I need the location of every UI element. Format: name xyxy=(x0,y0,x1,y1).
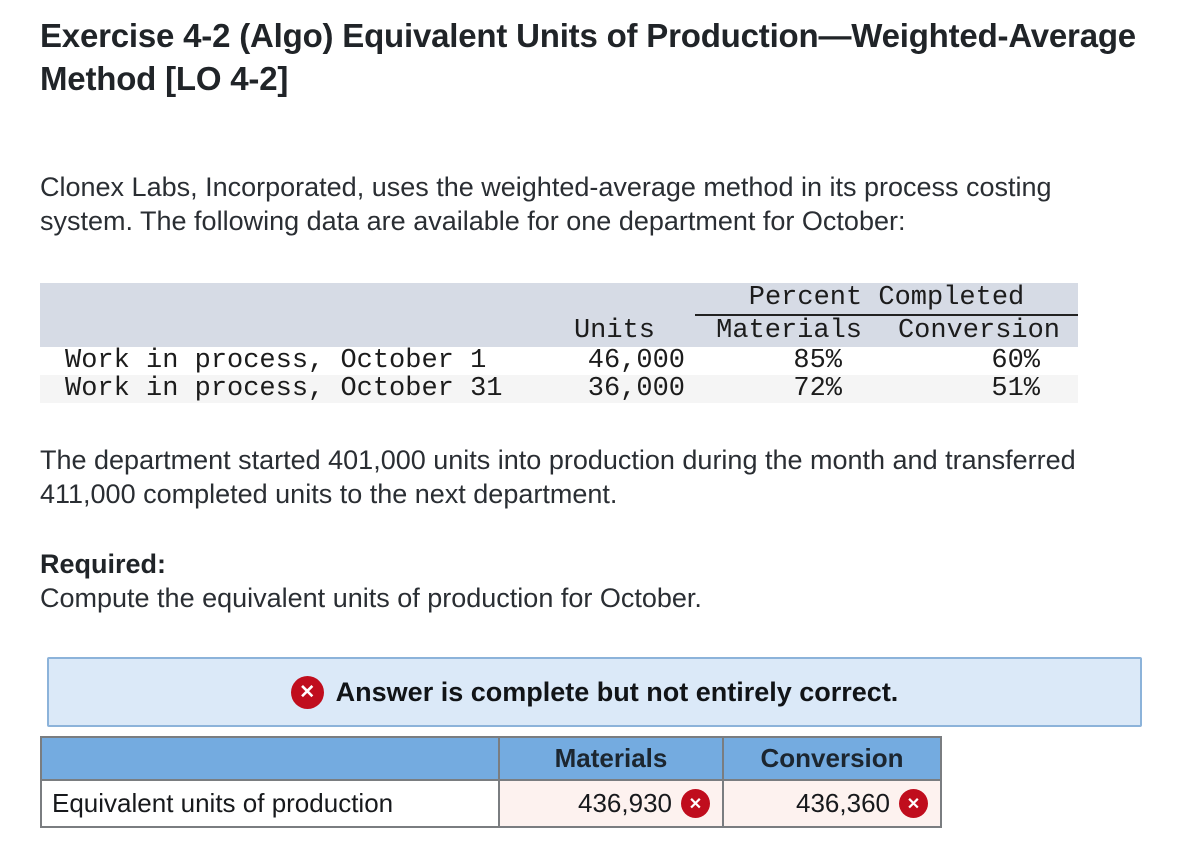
page-title: Exercise 4-2 (Algo) Equivalent Units of … xyxy=(40,17,1136,97)
answer-table: Materials Conversion Equivalent units of… xyxy=(40,736,942,828)
feedback-banner-text: Answer is complete but not entirely corr… xyxy=(335,676,899,707)
spacer-cell xyxy=(510,283,695,315)
group-header-row: Percent Completed xyxy=(40,283,1079,316)
exercise-page: Exercise 4-2 (Algo) Equivalent Units of … xyxy=(40,17,1142,828)
answer-header-materials: Materials xyxy=(498,736,724,781)
conversion-answer-cell[interactable]: 436,360 ✕ xyxy=(722,779,942,828)
required-label: Required: xyxy=(40,549,167,579)
units-value: 36,000 xyxy=(510,375,695,403)
conversion-percent: 60% xyxy=(866,347,1079,375)
spacer-cell xyxy=(40,283,510,315)
intro-paragraph: Clonex Labs, Incorporated, uses the weig… xyxy=(40,172,1052,236)
table-row-wip-october-31: Work in process, October 31 36,000 72% 5… xyxy=(40,375,1079,403)
spacer-cell xyxy=(40,315,510,347)
narrative-paragraph: The department started 401,000 units int… xyxy=(40,445,1076,509)
table-row-wip-october-1: Work in process, October 1 46,000 85% 60… xyxy=(40,347,1079,375)
x-circle-icon: ✕ xyxy=(290,675,324,709)
column-header-row: Units Materials Conversion xyxy=(40,315,1079,347)
materials-percent: 85% xyxy=(695,347,866,375)
answer-row-equivalent-units: Equivalent units of production 436,930 ✕… xyxy=(40,779,942,828)
x-circle-icon: ✕ xyxy=(899,789,928,818)
required-text: Compute the equivalent units of producti… xyxy=(40,583,702,613)
production-data-table: Percent Completed Units Materials Conver… xyxy=(40,283,1079,403)
conversion-percent: 51% xyxy=(866,375,1079,403)
x-circle-icon: ✕ xyxy=(681,789,710,818)
corner-cell xyxy=(40,736,500,781)
materials-percent: 72% xyxy=(695,375,866,403)
row-label: Work in process, October 1 xyxy=(40,347,510,375)
conversion-answer-value: 436,360 xyxy=(796,788,890,818)
column-header-materials: Materials xyxy=(695,315,866,347)
units-value: 46,000 xyxy=(510,347,695,375)
materials-answer-cell[interactable]: 436,930 ✕ xyxy=(498,779,724,828)
row-label: Work in process, October 31 xyxy=(40,375,510,403)
feedback-banner: ✕ Answer is complete but not entirely co… xyxy=(47,657,1142,727)
materials-answer-value: 436,930 xyxy=(578,788,672,818)
percent-completed-group-header: Percent Completed xyxy=(695,283,1079,316)
answer-header-row: Materials Conversion xyxy=(40,736,942,781)
column-header-units: Units xyxy=(510,315,695,347)
column-header-conversion: Conversion xyxy=(866,315,1079,347)
answer-row-label: Equivalent units of production xyxy=(40,779,500,828)
answer-header-conversion: Conversion xyxy=(722,736,942,781)
